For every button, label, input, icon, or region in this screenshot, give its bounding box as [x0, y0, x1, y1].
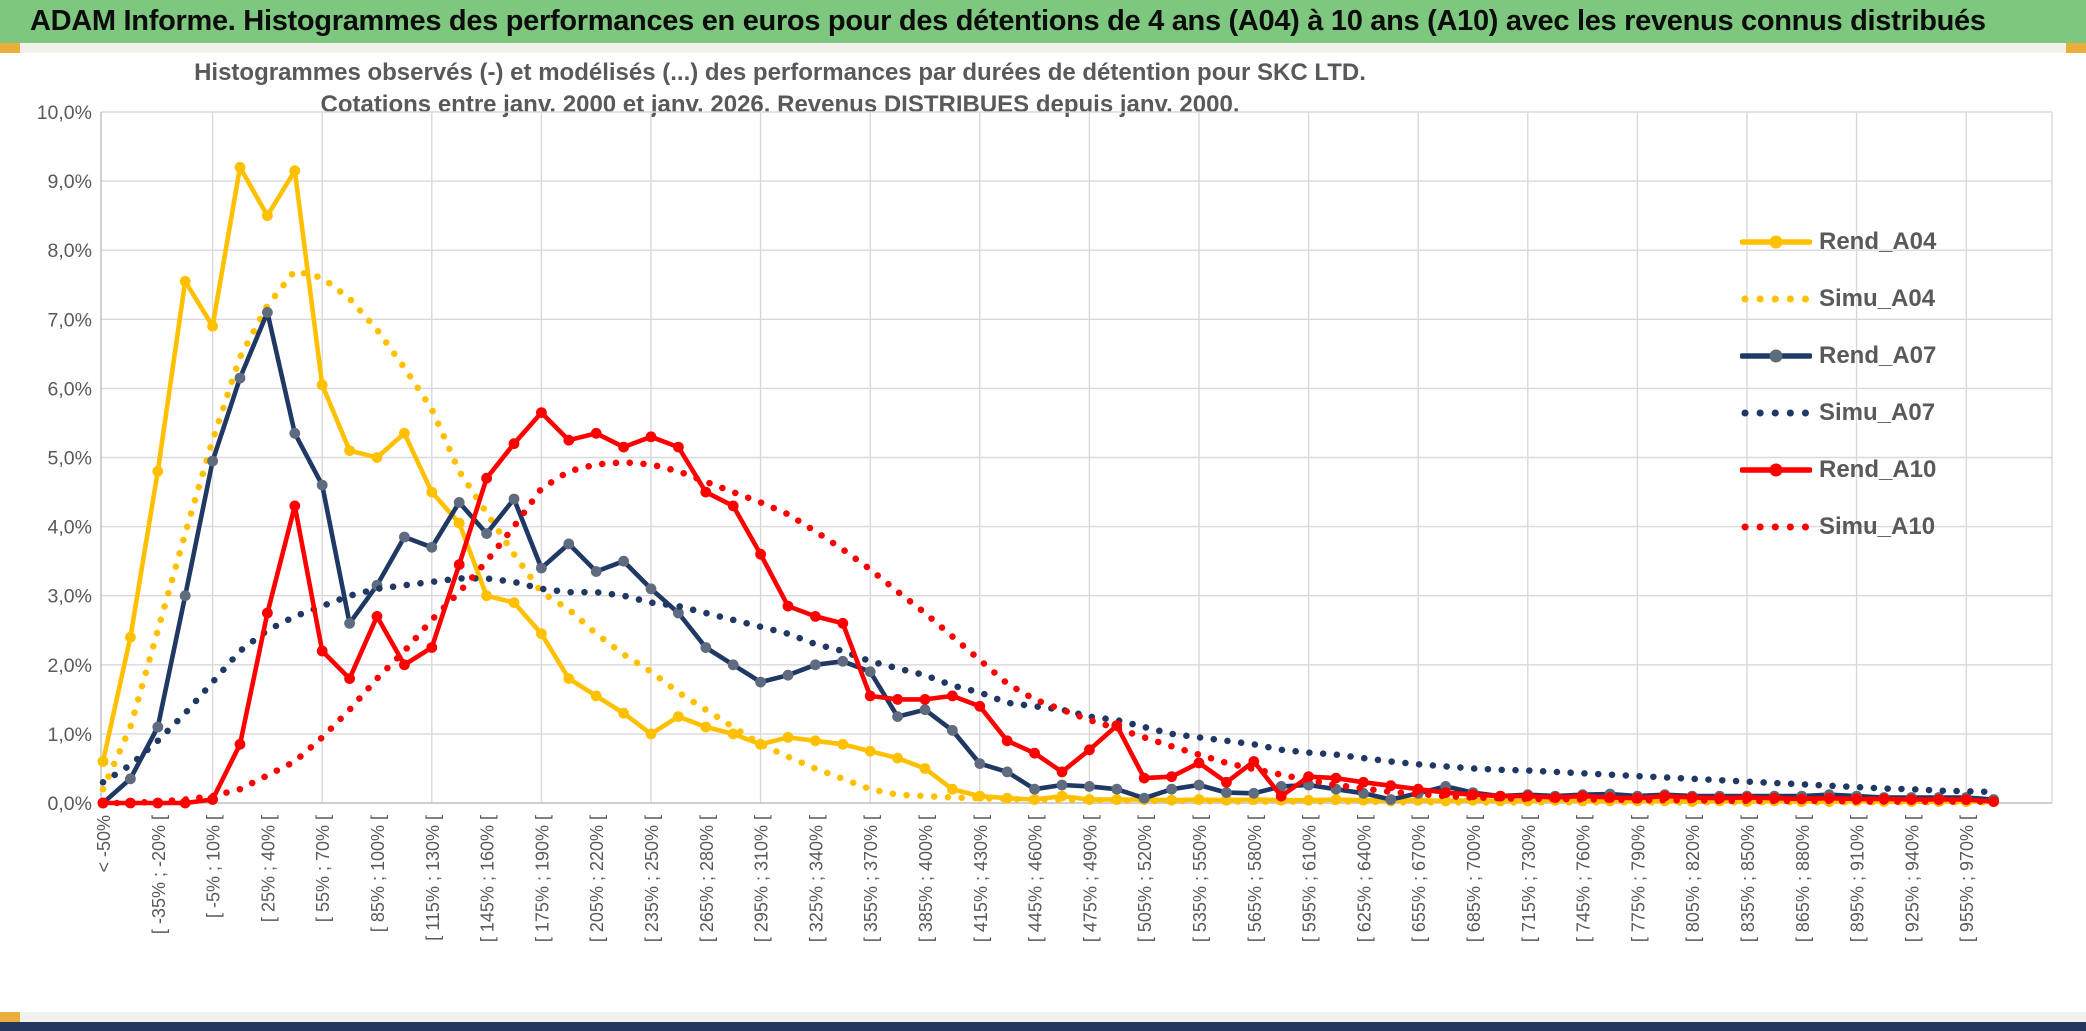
x-tick-label: [ 895% ; 910% [ [1848, 815, 1868, 942]
series-simu_a04 [99, 267, 1997, 806]
x-tick-label: [ 835% ; 850% [ [1738, 815, 1758, 942]
series-simu_a07 [99, 575, 1997, 796]
legend-item-simu_a07[interactable]: Simu_A07 [1740, 384, 2070, 441]
x-tick-label: [ 535% ; 550% [ [1190, 815, 1210, 942]
y-axis-labels: 0,0% 1,0% 2,0% 3,0% 4,0% 5,0% 6,0% 7,0% 8,0% 9,0%… [37, 102, 92, 815]
legend: Rend_A04 Simu_A04 Rend_A07 Simu_A07 Rend_A10… [1740, 213, 2070, 555]
series-simu_a10 [99, 459, 1997, 807]
legend-item-rend_a07[interactable]: Rend_A07 [1740, 327, 2070, 384]
legend-item-simu_a04[interactable]: Simu_A04 [1740, 270, 2070, 327]
x-tick-label: [ 325% ; 340% [ [806, 815, 826, 942]
y-tick-label: 1,0% [48, 724, 92, 746]
footer-bar [0, 1022, 2086, 1031]
plot-canvas: 0,0% 1,0% 2,0% 3,0% 4,0% 5,0% 6,0% 7,0% 8,0% 9,0%… [37, 102, 2053, 942]
x-tick-label: [ 565% ; 580% [ [1245, 815, 1265, 942]
x-tick-label: [ 595% ; 610% [ [1300, 815, 1320, 942]
y-tick-label: 0,0% [48, 793, 92, 815]
x-axis-labels: < -50% [ -35% ; -20% [ [ -5% ; 10% [ [ 25% … [94, 815, 1977, 942]
legend-label: Simu_A07 [1819, 398, 1936, 426]
x-tick-label: [ 385% ; 400% [ [916, 815, 936, 942]
x-tick-label: [ 235% ; 250% [ [642, 815, 662, 942]
top-accent-strip [0, 43, 2086, 53]
legend-label: Simu_A10 [1819, 512, 1936, 540]
legend-label: Rend_A07 [1819, 341, 1937, 369]
chart-title-line2: Cotations entre janv. 2000 et janv. 2026… [320, 91, 1240, 118]
x-tick-label: [ 205% ; 220% [ [587, 815, 607, 942]
x-tick-label: < -50% [94, 815, 114, 873]
x-tick-label: [ 505% ; 520% [ [1135, 815, 1155, 942]
x-tick-label: [ 415% ; 430% [ [971, 815, 991, 942]
y-tick-label: 2,0% [48, 655, 92, 677]
x-tick-label: [ 475% ; 490% [ [1080, 815, 1100, 942]
series-rend_a10 [97, 407, 1999, 809]
series-rend_a07 [97, 307, 1999, 809]
legend-label: Rend_A10 [1819, 455, 1937, 483]
x-tick-label: [ 685% ; 700% [ [1464, 815, 1484, 942]
x-tick-label: [ 175% ; 190% [ [532, 815, 552, 942]
legend-swatch-solid [1740, 463, 1812, 476]
y-tick-label: 6,0% [48, 378, 92, 400]
gridlines [101, 111, 2053, 803]
x-tick-label: [ 955% ; 970% [ [1957, 815, 1977, 942]
header-bar: ADAM Informe. Histogrammes des performan… [0, 0, 2086, 43]
legend-item-rend_a04[interactable]: Rend_A04 [1740, 213, 2070, 270]
x-tick-label: [ 355% ; 370% [ [861, 815, 881, 942]
x-tick-label: [ -5% ; 10% [ [204, 815, 224, 918]
legend-item-rend_a10[interactable]: Rend_A10 [1740, 441, 2070, 498]
x-tick-label: [ 115% ; 130% [ [423, 815, 443, 941]
accent-square-bottom-left [0, 1012, 20, 1022]
y-tick-label: 5,0% [48, 448, 92, 470]
x-tick-label: [ 265% ; 280% [ [697, 815, 717, 942]
y-tick-label: 4,0% [48, 517, 92, 539]
x-tick-label: [ 295% ; 310% [ [752, 815, 772, 942]
legend-label: Simu_A04 [1819, 284, 1936, 312]
bottom-accent-strip [0, 1012, 2086, 1022]
accent-square-top-right [2066, 43, 2086, 53]
x-tick-label: [ 625% ; 640% [ [1354, 815, 1374, 942]
legend-swatch-dotted [1741, 409, 1811, 416]
x-tick-label: [ 775% ; 790% [ [1628, 815, 1648, 942]
legend-swatch-dotted [1741, 295, 1811, 302]
legend-swatch-solid [1740, 349, 1812, 362]
x-tick-label: [ 715% ; 730% [ [1519, 815, 1539, 942]
y-tick-label: 8,0% [48, 240, 92, 262]
legend-swatch-solid [1740, 235, 1812, 248]
x-tick-label: [ 445% ; 460% [ [1026, 815, 1046, 942]
y-tick-label: 9,0% [48, 171, 92, 193]
chart-title-line1: Histogrammes observés (-) et modélisés (… [194, 59, 1366, 86]
y-tick-label: 3,0% [48, 586, 92, 608]
x-tick-label: [ 55% ; 70% [ [313, 815, 333, 922]
header-title: ADAM Informe. Histogrammes des performan… [30, 5, 1986, 37]
legend-swatch-dotted [1741, 523, 1811, 530]
legend-label: Rend_A04 [1819, 227, 1937, 255]
x-tick-label: [ 865% ; 880% [ [1793, 815, 1813, 942]
y-tick-label: 7,0% [48, 309, 92, 331]
x-tick-label: [ 745% ; 760% [ [1574, 815, 1594, 942]
x-tick-label: [ 655% ; 670% [ [1409, 815, 1429, 942]
chart-area[interactable]: Histogrammes observés (-) et modélisés (… [0, 53, 2086, 1012]
x-tick-label: [ 925% ; 940% [ [1902, 815, 1922, 942]
x-tick-label: [ 145% ; 160% [ [478, 815, 498, 942]
series-rend_a04 [97, 161, 1999, 807]
accent-square-top-left [0, 43, 20, 53]
x-tick-label: [ 805% ; 820% [ [1683, 815, 1703, 942]
x-tick-label: [ 85% ; 100% [ [368, 815, 388, 932]
legend-item-simu_a10[interactable]: Simu_A10 [1740, 498, 2070, 555]
x-tick-label: [ 25% ; 40% [ [258, 815, 278, 922]
x-tick-label: [ -35% ; -20% [ [149, 815, 169, 934]
y-tick-label: 10,0% [37, 102, 92, 124]
